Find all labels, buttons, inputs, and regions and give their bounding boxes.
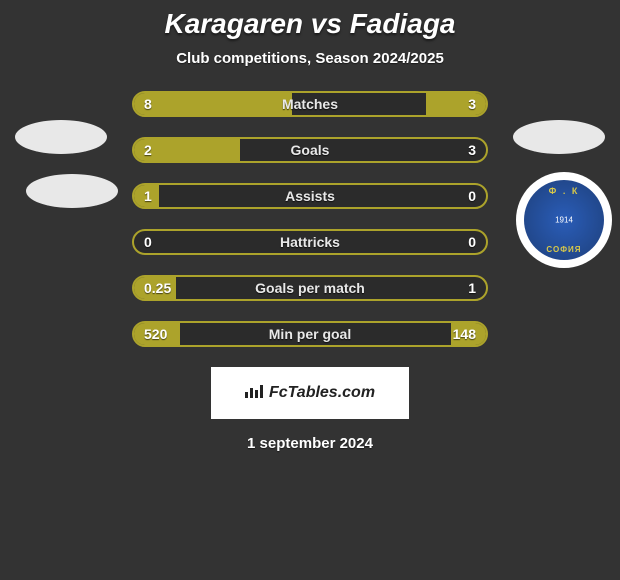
stats-container: 8 Matches 3 2 Goals 3 1 Assists 0 0 Hatt… <box>132 91 488 347</box>
stat-left-value: 0.25 <box>144 280 171 296</box>
club-badge-top-text: Ф . К <box>549 186 580 196</box>
stat-right-value: 0 <box>468 234 476 250</box>
attribution-text: FcTables.com <box>269 384 375 402</box>
stat-left-value: 520 <box>144 326 167 342</box>
stat-right-value: 3 <box>468 142 476 158</box>
stat-left-value: 8 <box>144 96 152 112</box>
club-badge-year: 1914 <box>555 216 573 225</box>
stat-label: Hattricks <box>280 234 340 250</box>
stat-row-goals-per-match: 0.25 Goals per match 1 <box>132 275 488 301</box>
date-label: 1 september 2024 <box>0 435 620 452</box>
stat-label: Assists <box>285 188 335 204</box>
stat-row-min-per-goal: 520 Min per goal 148 <box>132 321 488 347</box>
player-photo-placeholder-left-1 <box>15 120 107 154</box>
stat-right-value: 3 <box>468 96 476 112</box>
stat-label: Goals per match <box>255 280 365 296</box>
stat-label: Min per goal <box>269 326 351 342</box>
player-photo-placeholder-right-1 <box>513 120 605 154</box>
stat-right-value: 1 <box>468 280 476 296</box>
stat-right-value: 0 <box>468 188 476 204</box>
stat-label: Goals <box>291 142 330 158</box>
chart-icon <box>245 384 263 403</box>
club-badge-inner: Ф . К 1914 СОФИЯ <box>524 180 604 260</box>
attribution-badge[interactable]: FcTables.com <box>211 367 409 419</box>
stat-right-value: 148 <box>453 326 476 342</box>
stat-row-assists: 1 Assists 0 <box>132 183 488 209</box>
stat-left-value: 1 <box>144 188 152 204</box>
stat-row-matches: 8 Matches 3 <box>132 91 488 117</box>
stat-label: Matches <box>282 96 338 112</box>
player-photo-placeholder-left-2 <box>26 174 118 208</box>
club-badge-bottom-text: СОФИЯ <box>546 245 581 254</box>
stat-right-fill <box>426 93 486 115</box>
stat-row-goals: 2 Goals 3 <box>132 137 488 163</box>
stat-left-fill <box>134 93 292 115</box>
stat-row-hattricks: 0 Hattricks 0 <box>132 229 488 255</box>
page-title: Karagaren vs Fadiaga <box>0 0 620 40</box>
stat-left-value: 2 <box>144 142 152 158</box>
stat-left-value: 0 <box>144 234 152 250</box>
club-badge: Ф . К 1914 СОФИЯ <box>516 172 612 268</box>
page-subtitle: Club competitions, Season 2024/2025 <box>0 50 620 67</box>
